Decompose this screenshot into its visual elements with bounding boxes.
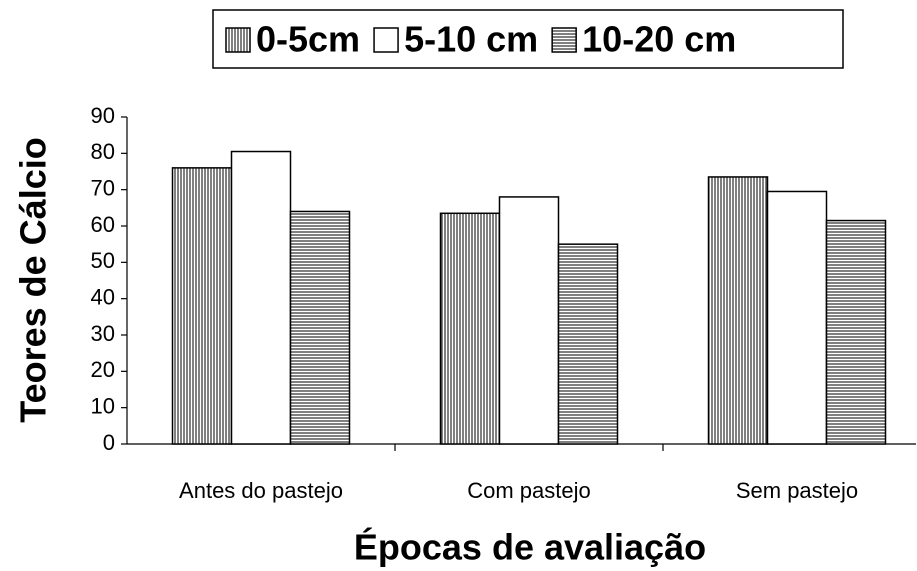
bar — [498, 196, 560, 445]
bar — [825, 219, 887, 445]
x-tick-label: Sem pastejo — [736, 478, 858, 503]
legend-label: 10-20 cm — [582, 19, 736, 60]
y-axis-title: Teores de Cálcio — [13, 137, 54, 422]
bar — [766, 190, 828, 445]
bar — [557, 243, 619, 445]
legend-box — [212, 9, 844, 69]
y-tick-label: 40 — [91, 284, 115, 309]
y-tick-label: 80 — [91, 139, 115, 164]
y-tick-label: 50 — [91, 248, 115, 273]
y-tick-label: 10 — [91, 393, 115, 418]
legend-swatch — [373, 27, 399, 53]
bar — [171, 167, 233, 445]
x-tick-label: Antes do pastejo — [179, 478, 343, 503]
bar — [439, 212, 501, 445]
bar — [707, 176, 769, 445]
legend-label: 5-10 cm — [404, 19, 538, 60]
bar — [289, 210, 351, 445]
y-tick-label: 60 — [91, 212, 115, 237]
bar — [230, 150, 292, 445]
x-axis-title: Épocas de avaliação — [354, 527, 706, 568]
y-tick-label: 90 — [91, 103, 115, 128]
x-tick-label: Com pastejo — [467, 478, 591, 503]
legend-swatch — [551, 27, 577, 53]
y-tick-label: 20 — [91, 357, 115, 382]
y-tick-label: 30 — [91, 321, 115, 346]
legend-label: 0-5cm — [256, 19, 360, 60]
y-tick-label: 70 — [91, 175, 115, 200]
legend-swatch — [225, 27, 251, 53]
y-tick-label: 0 — [103, 430, 115, 455]
